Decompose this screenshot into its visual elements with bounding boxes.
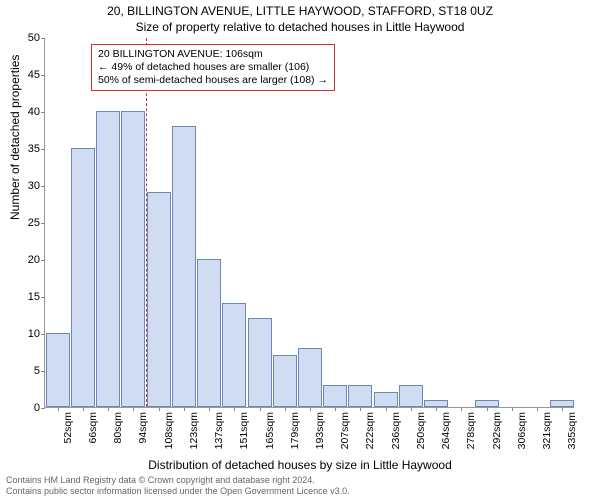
histogram-bar [399,385,423,407]
x-tick-mark [58,407,59,411]
x-tick-mark [512,407,513,411]
x-tick-mark [411,407,412,411]
x-tick-mark [562,407,563,411]
y-axis-label: Number of detached properties [8,55,22,220]
histogram-bar [273,355,297,407]
y-tick-mark [41,186,45,187]
histogram-bar [172,126,196,407]
y-tick-mark [41,112,45,113]
y-tick-mark [41,223,45,224]
x-tick-label: 80sqm [112,412,124,444]
x-tick-label: 52sqm [62,412,74,444]
x-tick-label: 236sqm [390,412,402,449]
x-tick-label: 335sqm [566,412,578,449]
y-tick-label: 20 [28,254,40,266]
y-tick-label: 10 [28,328,40,340]
footer-line1: Contains HM Land Registry data © Crown c… [6,475,350,486]
histogram-bar [46,333,70,407]
histogram-bar [248,318,272,407]
x-tick-label: 207sqm [339,412,351,449]
x-tick-label: 123sqm [188,412,200,449]
x-tick-mark [234,407,235,411]
histogram-bar [475,400,499,407]
plot-area: 0510152025303540455052sqm66sqm80sqm94sqm… [44,38,574,408]
x-tick-mark [159,407,160,411]
annotation-line: 20 BILLINGTON AVENUE: 106sqm [98,48,328,61]
x-axis-label: Distribution of detached houses by size … [0,458,600,472]
histogram-bar [348,385,372,407]
x-tick-label: 321sqm [541,412,553,449]
histogram-bar [71,148,95,407]
y-tick-mark [41,75,45,76]
histogram-bar [298,348,322,407]
y-tick-mark [41,38,45,39]
x-tick-mark [335,407,336,411]
x-tick-label: 278sqm [465,412,477,449]
x-tick-mark [487,407,488,411]
property-marker-line [146,38,147,407]
x-tick-mark [83,407,84,411]
annotation-line: 50% of semi-detached houses are larger (… [98,74,328,87]
x-tick-label: 292sqm [491,412,503,449]
histogram-bar [121,111,145,407]
histogram-bar [222,303,246,407]
x-tick-label: 94sqm [137,412,149,444]
y-tick-mark [41,260,45,261]
annotation-line: ← 49% of detached houses are smaller (10… [98,61,328,74]
x-tick-mark [461,407,462,411]
y-tick-label: 0 [34,402,40,414]
y-tick-label: 45 [28,69,40,81]
x-tick-label: 264sqm [440,412,452,449]
x-tick-mark [108,407,109,411]
x-tick-label: 165sqm [264,412,276,449]
footer-line2: Contains public sector information licen… [6,486,350,497]
title-subtitle: Size of property relative to detached ho… [0,20,600,36]
x-tick-label: 306sqm [516,412,528,449]
annotation-box: 20 BILLINGTON AVENUE: 106sqm← 49% of det… [91,44,335,91]
y-tick-mark [41,408,45,409]
histogram-bar [197,259,221,407]
x-tick-label: 222sqm [364,412,376,449]
histogram-bar [96,111,120,407]
x-tick-label: 66sqm [87,412,99,444]
histogram-bar [323,385,347,407]
x-tick-label: 250sqm [415,412,427,449]
y-tick-label: 40 [28,106,40,118]
footer-attribution: Contains HM Land Registry data © Crown c… [6,475,350,497]
x-tick-mark [184,407,185,411]
y-tick-mark [41,371,45,372]
y-tick-label: 25 [28,217,40,229]
x-tick-mark [386,407,387,411]
histogram-bar [424,400,448,407]
x-tick-mark [310,407,311,411]
x-tick-label: 108sqm [163,412,175,449]
y-tick-mark [41,334,45,335]
histogram-bar [374,392,398,407]
x-tick-mark [133,407,134,411]
chart-area: 0510152025303540455052sqm66sqm80sqm94sqm… [44,38,574,408]
y-tick-mark [41,149,45,150]
y-tick-label: 50 [28,32,40,44]
x-tick-mark [209,407,210,411]
x-tick-label: 179sqm [289,412,301,449]
x-tick-mark [360,407,361,411]
y-tick-label: 35 [28,143,40,155]
x-tick-mark [285,407,286,411]
chart-title: 20, BILLINGTON AVENUE, LITTLE HAYWOOD, S… [0,0,600,35]
histogram-bar [147,192,171,407]
x-tick-label: 193sqm [314,412,326,449]
x-tick-mark [436,407,437,411]
y-tick-label: 30 [28,180,40,192]
x-tick-label: 137sqm [213,412,225,449]
y-tick-mark [41,297,45,298]
x-tick-mark [537,407,538,411]
x-tick-label: 151sqm [238,412,250,449]
y-tick-label: 15 [28,291,40,303]
x-tick-mark [260,407,261,411]
y-tick-label: 5 [34,365,40,377]
title-address: 20, BILLINGTON AVENUE, LITTLE HAYWOOD, S… [0,4,600,20]
histogram-bar [550,400,574,407]
